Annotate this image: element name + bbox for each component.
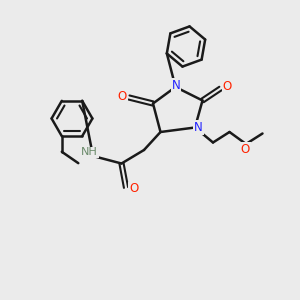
Text: N: N — [194, 121, 203, 134]
Text: N: N — [172, 79, 181, 92]
Text: O: O — [241, 143, 250, 156]
Text: O: O — [129, 182, 138, 196]
Text: O: O — [223, 80, 232, 94]
Text: O: O — [118, 89, 127, 103]
Text: NH: NH — [81, 147, 98, 158]
